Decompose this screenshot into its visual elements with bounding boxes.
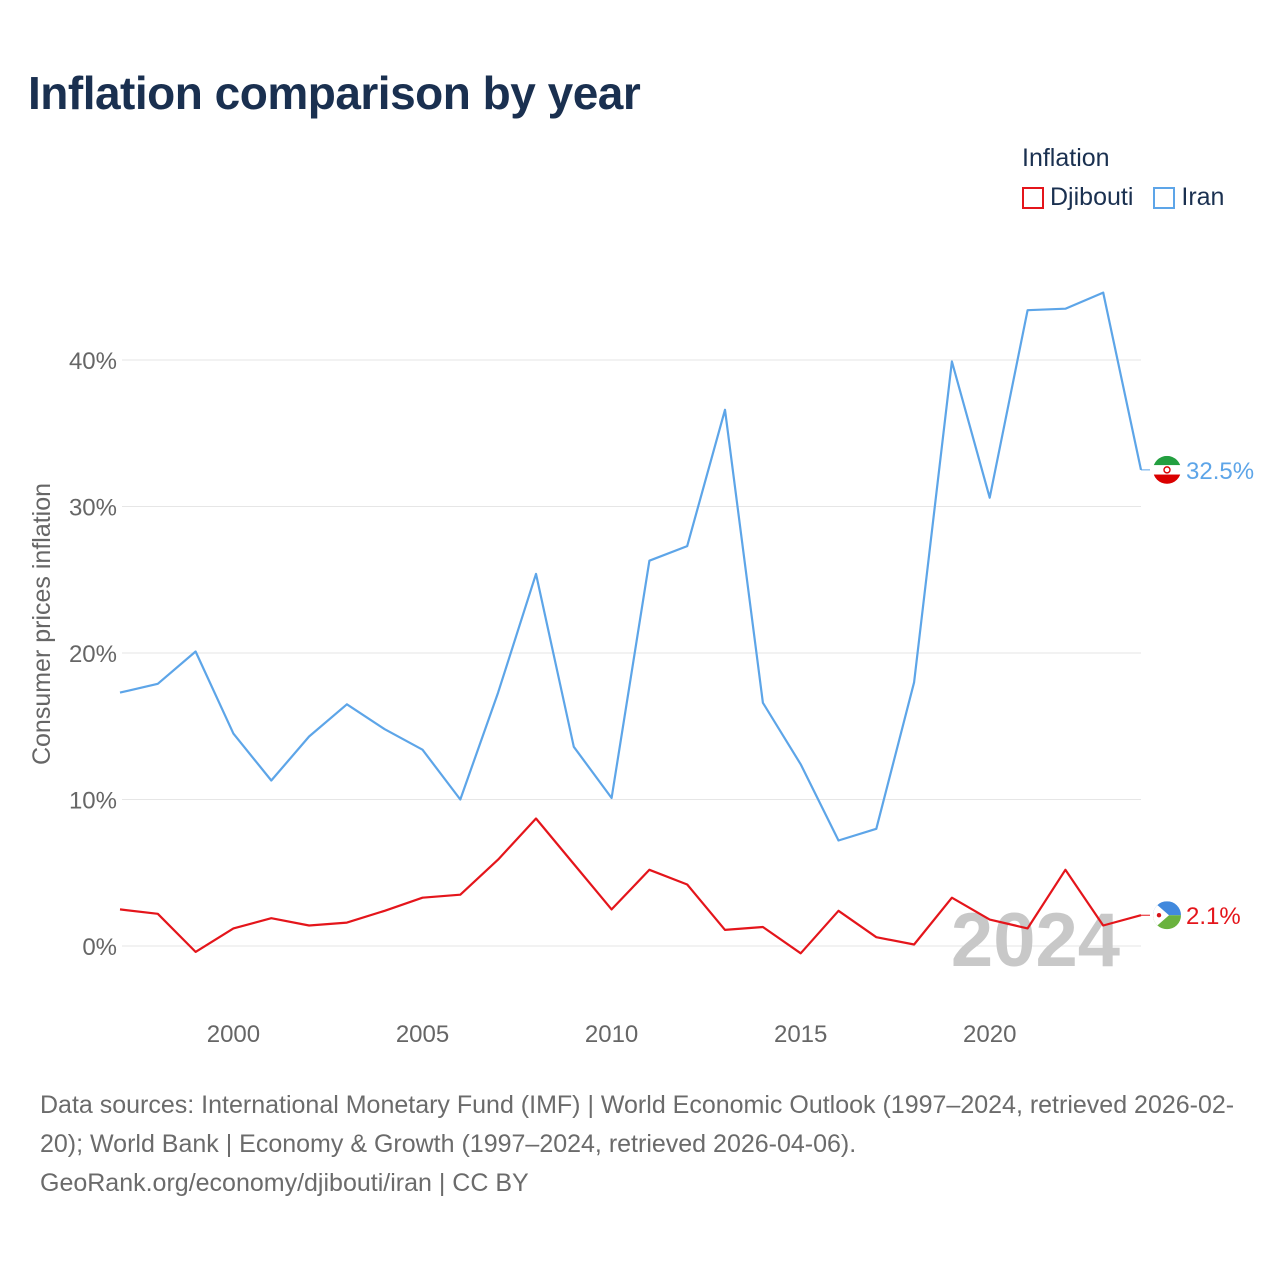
y-tick-label: 40% bbox=[69, 348, 117, 375]
series-line-djibouti bbox=[119, 817, 1142, 955]
legend-label-djibouti: Djibouti bbox=[1050, 183, 1134, 211]
y-tick-label: 0% bbox=[82, 934, 117, 961]
legend-item-iran[interactable]: Iran bbox=[1153, 183, 1224, 212]
y-axis-label: Consumer prices inflation bbox=[28, 483, 56, 765]
x-tick-label: 2020 bbox=[963, 1021, 1016, 1048]
x-tick-label: 2010 bbox=[585, 1021, 638, 1048]
legend: Inflation Djibouti Iran bbox=[1022, 144, 1224, 212]
y-tick-label: 10% bbox=[69, 788, 117, 815]
series-line-iran bbox=[119, 291, 1143, 842]
source-note: Data sources: International Monetary Fun… bbox=[40, 1086, 1245, 1203]
iran-flag-icon bbox=[1153, 455, 1181, 484]
y-tick-label: 30% bbox=[69, 495, 117, 522]
source-text: Data sources: International Monetary Fun… bbox=[40, 1091, 1235, 1158]
end-label-iran: 32.5% bbox=[1186, 458, 1254, 485]
legend-item-djibouti[interactable]: Djibouti bbox=[1022, 183, 1133, 212]
line-chart: 0%10%20%30%40%2000 2005 2010 2015 2020 2024 … bbox=[28, 291, 1254, 1048]
y-tick-label: 20% bbox=[69, 641, 117, 668]
legend-title: Inflation bbox=[1022, 144, 1110, 172]
x-tick-label: 2015 bbox=[774, 1021, 827, 1048]
chart-title: Inflation comparison by year bbox=[28, 67, 641, 119]
x-tick-label: 2005 bbox=[396, 1021, 449, 1048]
legend-swatch-djibouti bbox=[1022, 186, 1044, 209]
djibouti-flag-icon bbox=[1153, 901, 1181, 930]
legend-label-iran: Iran bbox=[1181, 183, 1225, 211]
legend-swatch-iran bbox=[1153, 186, 1176, 209]
x-tick-label: 2000 bbox=[207, 1021, 260, 1048]
end-label-djibouti: 2.1% bbox=[1186, 903, 1241, 930]
year-watermark: 2024 bbox=[951, 898, 1120, 983]
source-url[interactable]: GeoRank.org/economy/djibouti/iran | CC B… bbox=[40, 1169, 529, 1197]
